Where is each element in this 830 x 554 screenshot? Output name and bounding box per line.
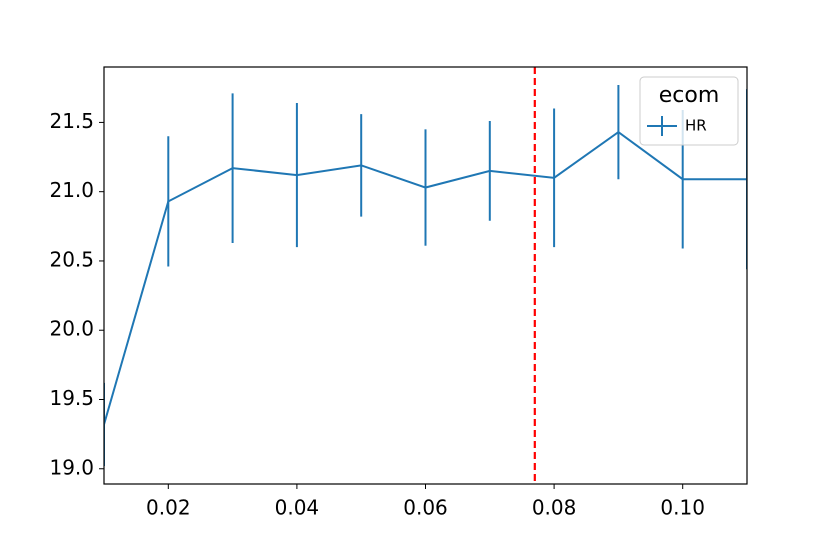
y-tick-label: 20.0 bbox=[49, 317, 94, 341]
x-tick-label: 0.04 bbox=[275, 496, 320, 520]
plot-area bbox=[104, 67, 747, 484]
x-tick-label: 0.10 bbox=[660, 496, 705, 520]
x-tick-label: 0.06 bbox=[403, 496, 448, 520]
y-tick-label: 19.5 bbox=[49, 386, 94, 410]
y-tick-label: 20.5 bbox=[49, 247, 94, 271]
y-tick-label: 21.5 bbox=[49, 109, 94, 133]
y-tick-label: 21.0 bbox=[49, 178, 94, 202]
legend-title: ecom bbox=[659, 83, 720, 108]
y-tick-label: 19.0 bbox=[49, 455, 94, 479]
legend-label: HR bbox=[685, 117, 707, 135]
series-line bbox=[104, 130, 747, 425]
x-tick-label: 0.02 bbox=[146, 496, 191, 520]
x-tick-label: 0.08 bbox=[532, 496, 577, 520]
legend-box bbox=[639, 76, 739, 146]
